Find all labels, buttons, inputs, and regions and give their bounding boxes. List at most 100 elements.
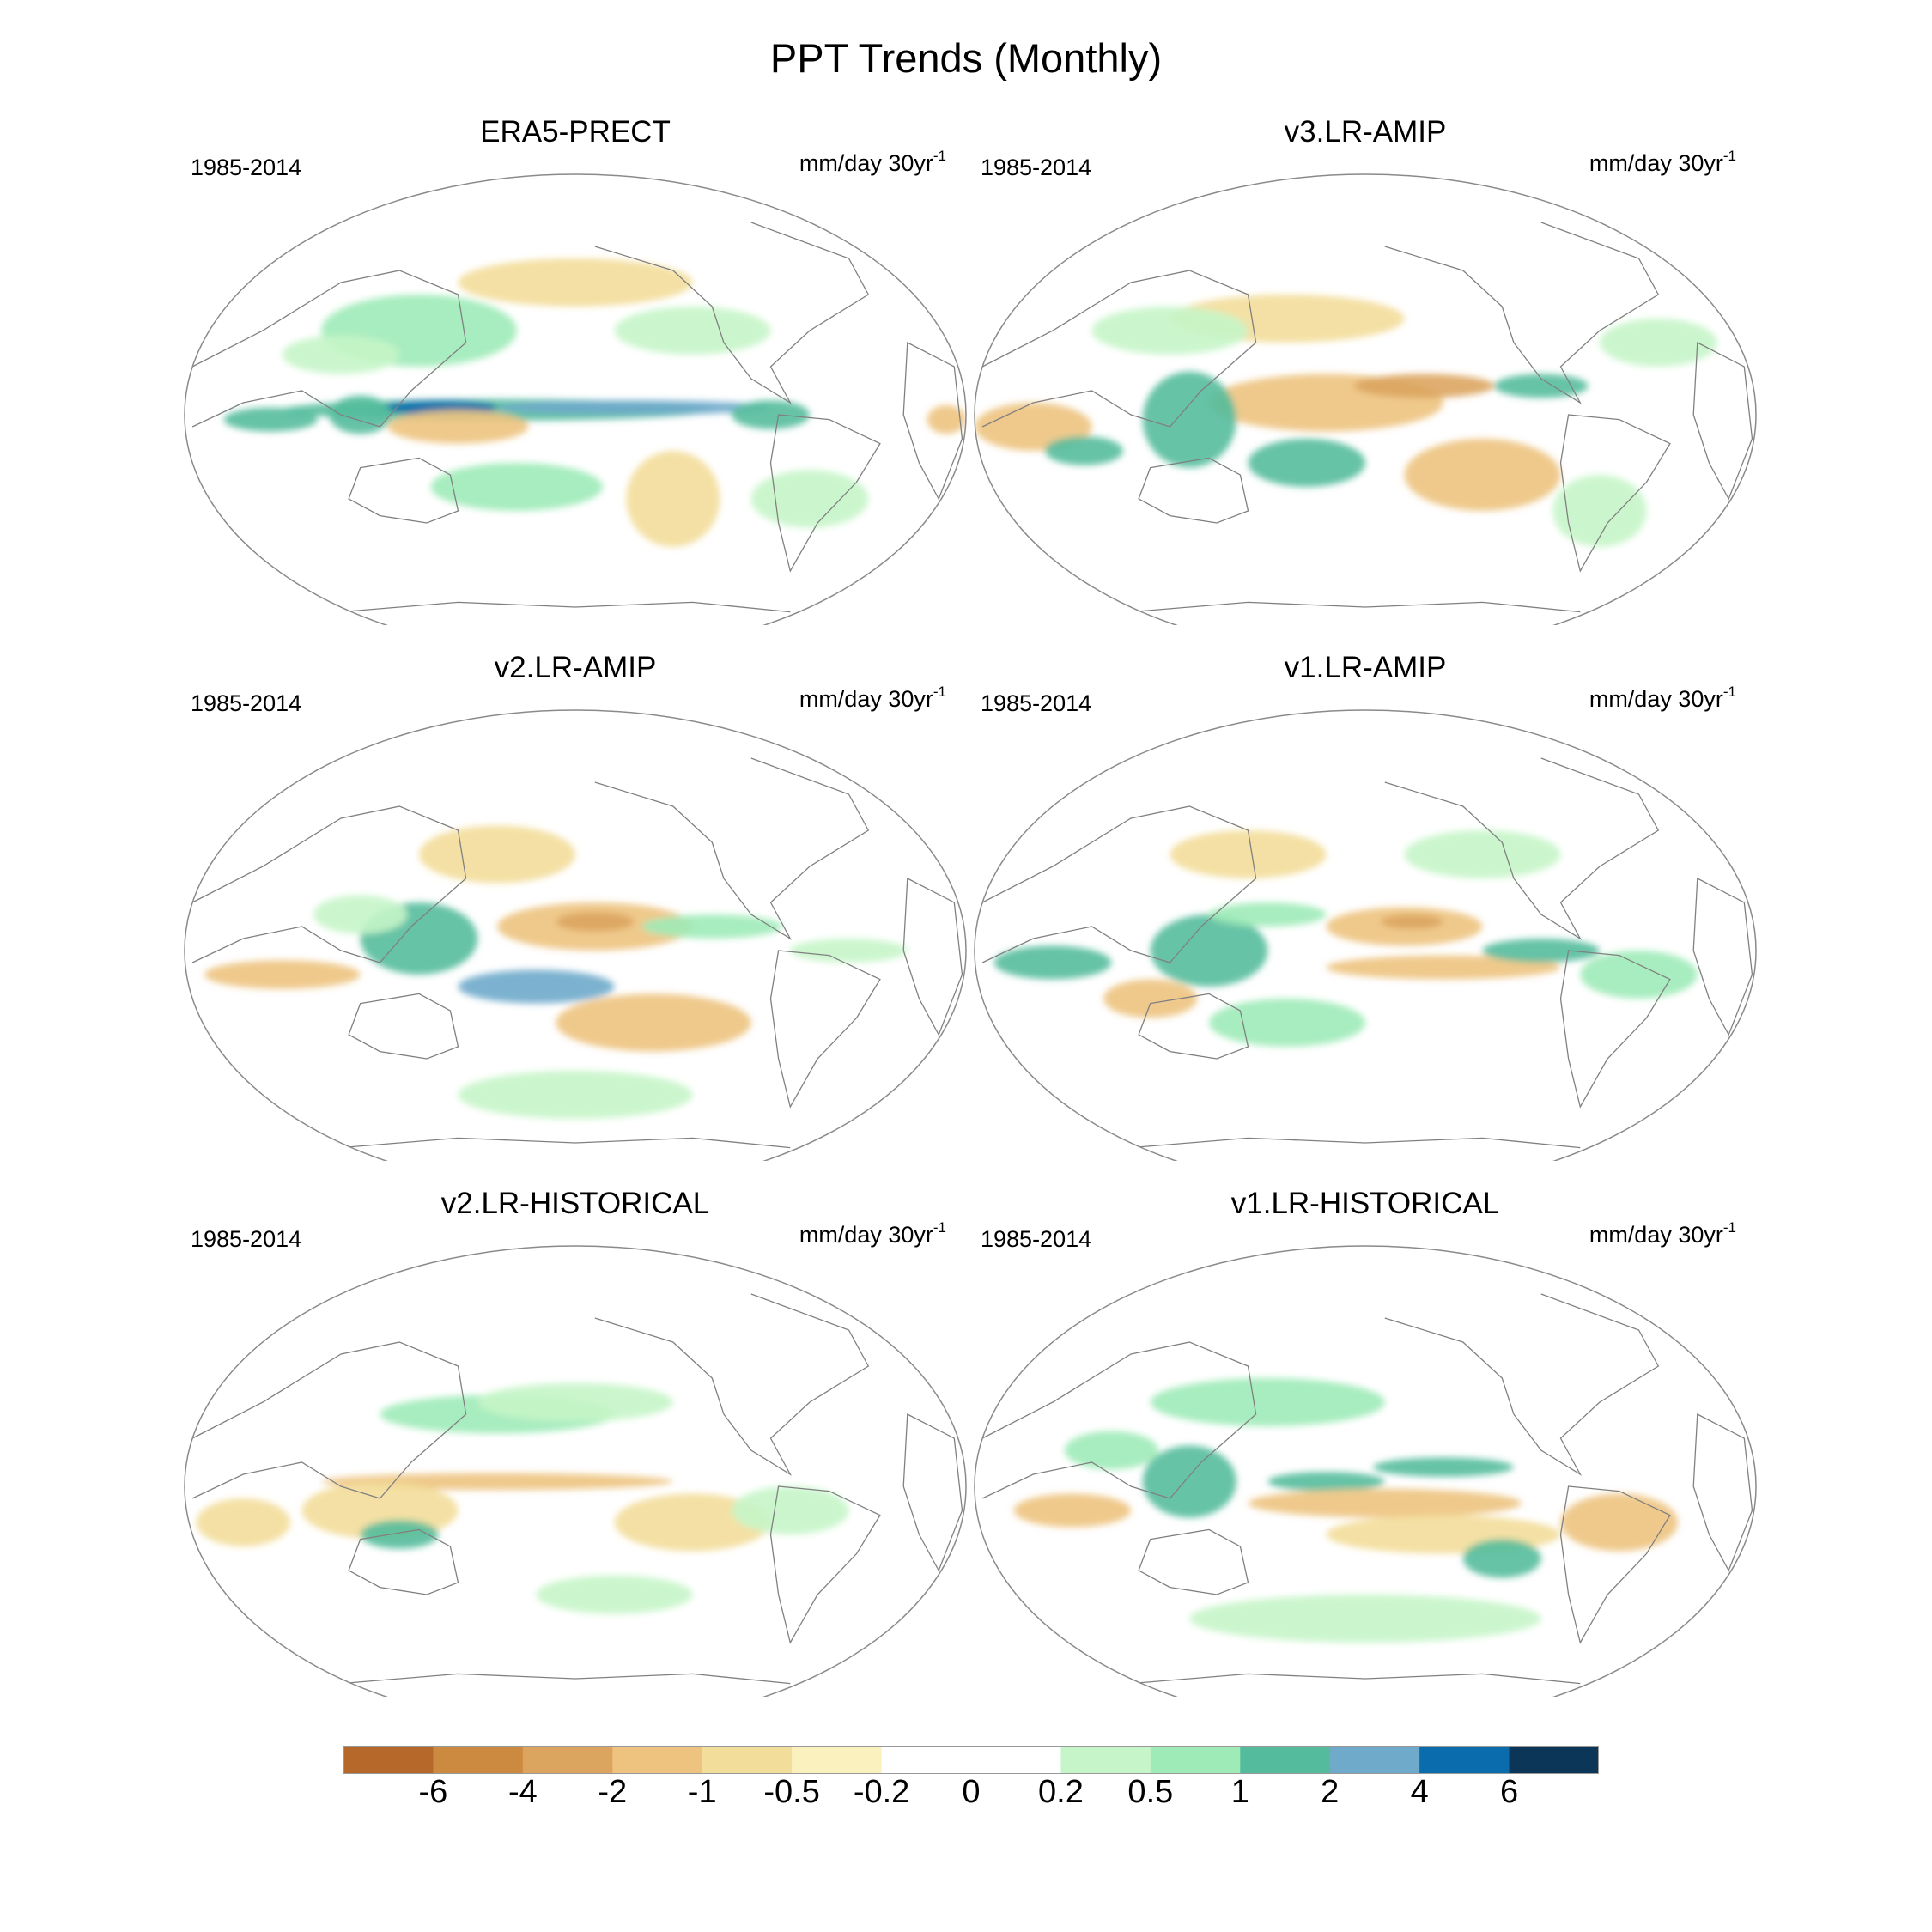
trend-region (750, 470, 869, 528)
trend-region (614, 1493, 771, 1552)
trend-region (1044, 436, 1123, 465)
panel-period: 1985-2014 (191, 155, 302, 180)
trend-region (1494, 374, 1589, 398)
trend-region (196, 1498, 290, 1546)
map-border (184, 709, 967, 1161)
panel-units: mm/day 30yr-1 (799, 683, 946, 712)
coastline (348, 457, 459, 524)
trend-region (1209, 902, 1327, 927)
coastline (981, 1341, 1257, 1499)
trend-field (993, 830, 1698, 1047)
trend-region (556, 993, 751, 1052)
coastline (1384, 757, 1660, 940)
colorbar-tick-label: 0.5 (1127, 1774, 1174, 1810)
coastline (1692, 877, 1753, 1036)
colorbar-swatch (881, 1746, 972, 1774)
trend-region (360, 1520, 439, 1549)
trend-field (975, 295, 1717, 547)
coastline (1130, 601, 1581, 613)
colorbar-tick-label: 2 (1321, 1774, 1340, 1810)
coastline (1138, 1528, 1249, 1595)
trend-region (556, 912, 635, 932)
trend-region (458, 258, 693, 307)
trend-region (536, 1575, 693, 1614)
trend-region (458, 969, 615, 1004)
map (184, 709, 967, 1161)
colorbar-swatch (1240, 1746, 1331, 1774)
colorbar-tick-label: -0.2 (853, 1774, 910, 1810)
coastlines (981, 757, 1753, 1149)
colorbar-swatch (1509, 1746, 1599, 1774)
colorbar-tick-label: -6 (418, 1774, 448, 1810)
colorbar-tick-label: 1 (1230, 1774, 1249, 1810)
map (184, 1245, 967, 1697)
coastline (191, 1341, 467, 1499)
coastline (902, 341, 963, 501)
panel-period: 1985-2014 (191, 690, 302, 716)
trend-region (477, 1382, 673, 1422)
coastline (191, 270, 467, 428)
colorbar-tick-label: 0 (962, 1774, 981, 1810)
trend-region (329, 395, 392, 434)
trend-region (1482, 939, 1601, 963)
trend-region (614, 307, 771, 355)
coastline (191, 805, 467, 963)
panel-title: v1.LR-AMIP (1284, 651, 1447, 684)
map-border (974, 709, 1757, 1161)
map-border (184, 173, 967, 625)
trend-region (732, 1486, 849, 1534)
coastline (769, 414, 881, 573)
colorbar-swatch (702, 1746, 793, 1774)
trend-region (204, 960, 361, 989)
colorbar-tick-label: 4 (1410, 1774, 1429, 1810)
coastline (594, 1293, 870, 1476)
trend-region (993, 945, 1112, 980)
coastline (340, 1137, 791, 1149)
coastline (1130, 1673, 1581, 1685)
trend-region (732, 400, 810, 429)
colorbar (343, 1746, 1599, 1774)
colorbar-swatch (343, 1746, 434, 1774)
coastline (1559, 950, 1671, 1109)
coastline (1130, 1137, 1581, 1149)
trend-region (626, 451, 720, 547)
coastline (1138, 457, 1249, 524)
panel-period: 1985-2014 (981, 155, 1092, 180)
trend-region (1209, 999, 1365, 1047)
coastline (348, 1528, 459, 1595)
trend-region (223, 407, 318, 432)
colorbar-swatch (1150, 1746, 1241, 1774)
trend-field (223, 258, 966, 547)
coastlines (981, 222, 1753, 613)
trend-region (1353, 374, 1495, 398)
trend-region (1150, 1378, 1385, 1426)
panel-title: v3.LR-AMIP (1284, 115, 1447, 149)
panel-v2-historical: v2.LR-HISTORICAL 1985-2014 mm/day 30yr-1 (180, 1187, 970, 1697)
trend-field (196, 1382, 849, 1614)
panel-units: mm/day 30yr-1 (1589, 1219, 1736, 1248)
coastline (981, 270, 1257, 428)
colorbar-tick-label: -4 (507, 1774, 538, 1810)
colorbar-tick-label: -0.5 (763, 1774, 820, 1810)
coastline (981, 805, 1257, 963)
trend-region (1552, 475, 1647, 547)
trend-region (641, 914, 783, 939)
panel-v1-historical: v1.LR-HISTORICAL 1985-2014 mm/day 30yr-1 (970, 1187, 1760, 1697)
panel-v1-amip: v1.LR-AMIP 1985-2014 mm/day 30yr-1 (970, 651, 1760, 1161)
trend-region (1560, 1493, 1679, 1552)
trend-region (1013, 1493, 1132, 1528)
trend-region (1103, 979, 1198, 1018)
trend-region (313, 895, 408, 934)
panel-period: 1985-2014 (191, 1226, 302, 1252)
trend-region (927, 404, 966, 434)
coastlines (981, 1293, 1753, 1685)
panel-units: mm/day 30yr-1 (799, 148, 946, 176)
map (974, 173, 1757, 625)
colorbar-swatch (433, 1746, 524, 1774)
colorbar-swatch (1419, 1746, 1510, 1774)
coastlines (191, 757, 963, 1149)
panel-title: v2.LR-AMIP (494, 651, 657, 684)
coastlines (191, 222, 963, 613)
trend-region (1462, 1539, 1541, 1578)
map (184, 173, 967, 625)
